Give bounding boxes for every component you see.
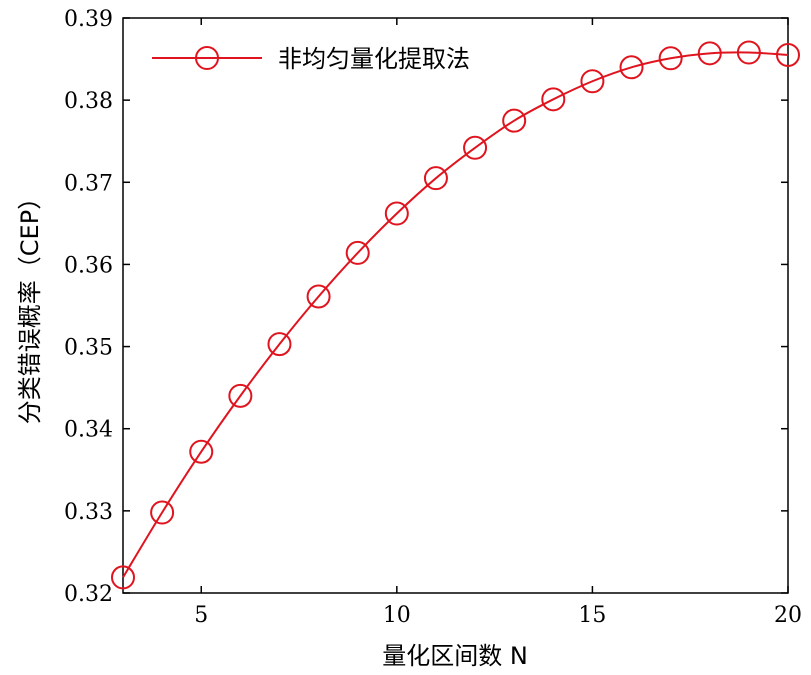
axis-ticks [123, 17, 789, 594]
data-point [697, 41, 722, 66]
data-point [150, 500, 175, 525]
y-tick-label: 0.39 [64, 7, 113, 32]
y-tick-label: 0.36 [64, 253, 113, 278]
y-tick-label: 0.34 [64, 418, 113, 443]
data-point [541, 87, 566, 112]
y-axis-label: 分类错误概率（CEP） [16, 186, 44, 424]
data-point [345, 240, 370, 265]
data-point [189, 439, 214, 464]
data-point [423, 166, 448, 191]
legend: 非均匀量化提取法 [152, 45, 470, 73]
y-tick-label: 0.35 [64, 336, 113, 361]
y-tick-labels: 0.32 0.33 0.34 0.35 0.36 0.37 0.38 0.39 [64, 7, 113, 607]
y-tick-label: 0.38 [64, 89, 113, 114]
x-tick-label: 10 [383, 603, 411, 628]
data-point [619, 55, 644, 80]
series-markers [111, 40, 800, 590]
x-tick-labels: 5 10 15 20 [194, 603, 802, 628]
legend-label: 非均匀量化提取法 [278, 45, 470, 73]
data-point [267, 332, 292, 357]
x-tick-label: 20 [774, 603, 802, 628]
series-line [122, 51, 789, 578]
y-tick-label: 0.33 [64, 500, 113, 525]
data-point [306, 284, 331, 309]
data-point [658, 46, 683, 71]
data-point [463, 135, 488, 160]
legend-marker [195, 46, 219, 70]
x-tick-label: 5 [194, 603, 208, 628]
plot-frame [122, 17, 789, 594]
data-point [776, 42, 800, 67]
x-tick-label: 15 [578, 603, 606, 628]
data-point [111, 565, 135, 590]
y-tick-label: 0.37 [64, 171, 113, 196]
data-point [580, 69, 605, 94]
x-axis-label: 量化区间数 N [382, 642, 528, 670]
y-tick-label: 0.32 [64, 582, 113, 607]
data-point [736, 40, 761, 65]
data-point [384, 201, 409, 226]
data-point [228, 383, 253, 408]
data-point [502, 108, 527, 133]
